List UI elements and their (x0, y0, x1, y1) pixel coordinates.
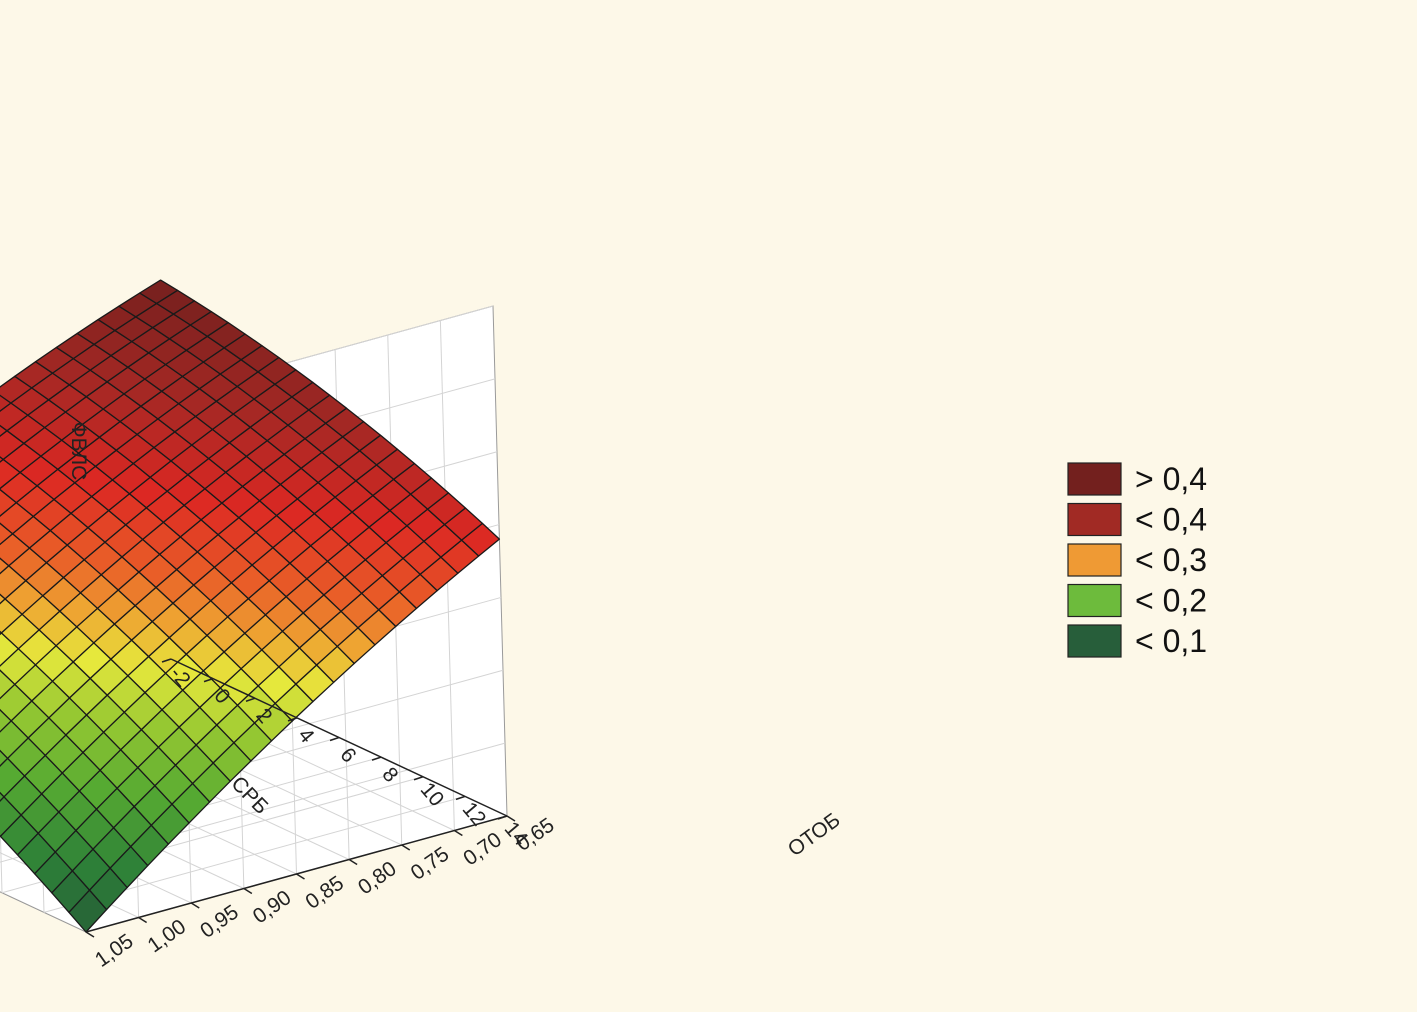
y-tick (243, 887, 253, 895)
surface-cell (0, 791, 5, 802)
y-tick-label: 0,85 (301, 872, 348, 914)
legend-label: > 0,4 (1135, 461, 1207, 497)
y-tick-label: 0,70 (459, 828, 506, 870)
y-tick-label: 1,05 (91, 930, 138, 972)
legend-label: < 0,4 (1135, 502, 1207, 538)
x-tick (287, 717, 298, 722)
x-tick (329, 736, 340, 742)
y-tick-label: 0,80 (354, 857, 401, 899)
y-tick-label: 0,95 (196, 901, 243, 943)
y-tick (296, 873, 305, 880)
y-tick (348, 858, 358, 866)
legend-swatch (1067, 502, 1122, 537)
x-tick (497, 815, 508, 820)
y-tick (190, 902, 200, 909)
y-tick-label: 1,00 (144, 915, 191, 957)
x-tick (245, 697, 256, 702)
legend-label: < 0,3 (1135, 542, 1207, 578)
y-tick (85, 931, 95, 938)
y-tick (138, 916, 148, 924)
x-tick (161, 658, 172, 663)
z-axis-label: ФВЛС (67, 422, 90, 481)
legend-swatch (1067, 462, 1122, 496)
y-tick (506, 815, 516, 822)
legend-label: < 0,2 (1135, 583, 1207, 619)
legend-swatch (1067, 543, 1122, 577)
x-tick (413, 776, 424, 781)
y-tick-label: 0,90 (249, 886, 296, 928)
surface-cell (0, 593, 6, 605)
legend-label: < 0,1 (1135, 623, 1207, 659)
y-tick-label: 0,75 (407, 843, 454, 885)
legend-swatch (1067, 624, 1122, 658)
legend-swatch (1067, 583, 1122, 618)
x-tick (371, 756, 382, 761)
y-tick (453, 829, 463, 837)
surface-cell (139, 279, 179, 305)
x-tick (203, 677, 214, 683)
legend: > 0,4 < 0,4 < 0,3 < 0,2 < 0,1 (1067, 461, 1207, 659)
y-axis-label: ОТОБ (784, 808, 845, 861)
y-tick (401, 844, 411, 851)
x-tick (455, 795, 466, 801)
surface-mesh (0, 279, 501, 933)
